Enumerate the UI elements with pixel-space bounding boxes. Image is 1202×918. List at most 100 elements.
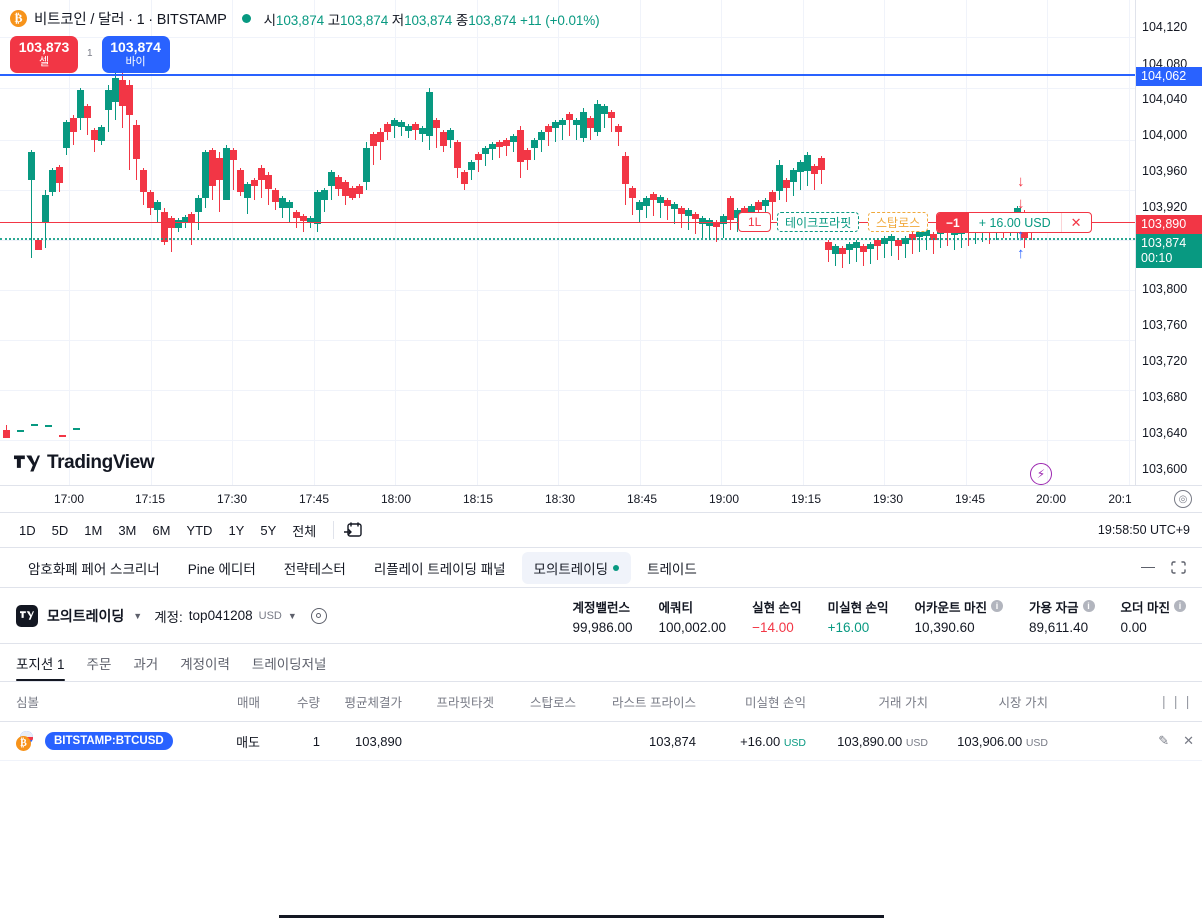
- stop-loss-chip[interactable]: 스탑로스: [868, 212, 929, 232]
- goto-date-icon[interactable]: [344, 522, 362, 538]
- range-toolbar[interactable]: 1D 5D 1M 3M 6M YTD 1Y 5Y 전체 19:58:50 UTC+9: [0, 512, 1202, 547]
- panel-tab-0[interactable]: 암호화폐 페어 스크리너: [16, 552, 172, 584]
- position-widget[interactable]: −1 + 16.00 USD ✕: [936, 212, 1092, 233]
- price-tick: 103,720: [1142, 354, 1188, 368]
- clock-timezone[interactable]: 19:58:50 UTC+9: [1097, 523, 1190, 537]
- minimize-icon[interactable]: [1141, 566, 1155, 569]
- panel-tab-4[interactable]: 모의트레이딩: [521, 551, 632, 584]
- panel-tab-3[interactable]: 리플레이 트레이딩 패널: [362, 552, 518, 584]
- panel-tab-1[interactable]: Pine 에디터: [176, 552, 268, 584]
- position-qty-chip[interactable]: 1L: [738, 212, 772, 232]
- candle-body: [31, 424, 38, 426]
- buy-button[interactable]: 103,874 바이: [101, 36, 170, 73]
- sell-buy-group[interactable]: 103,873 셀 1 103,874 바이: [10, 36, 170, 73]
- panel-tab-2[interactable]: 전략테스터: [272, 552, 358, 584]
- candle-body: [70, 118, 77, 132]
- candle-body: [251, 180, 258, 186]
- range-item-5y[interactable]: 5Y: [260, 522, 277, 538]
- cell-actions[interactable]: ✎ ✕: [1056, 721, 1202, 761]
- info-icon[interactable]: i: [1082, 600, 1095, 612]
- close-icon[interactable]: ✕: [1183, 733, 1194, 748]
- window-controls[interactable]: [1141, 561, 1186, 574]
- chart-region[interactable]: ₿ 비트코인 / 달러 · 1 · BITSTAMP 시103,874 고103…: [0, 0, 1202, 512]
- edit-icon[interactable]: ✎: [1158, 733, 1170, 748]
- cell-profit-target[interactable]: [410, 721, 502, 761]
- candle-body: [56, 167, 63, 183]
- range-items[interactable]: 1D 5D 1M 3M 6M YTD 1Y 5Y 전체: [12, 518, 323, 543]
- chevron-down-icon[interactable]: ▼: [133, 610, 143, 621]
- panel-tab-label: 모의트레이딩: [533, 561, 609, 577]
- sell-button[interactable]: 103,873 셀: [10, 36, 78, 73]
- account-selector[interactable]: 계정: top041208 USD ▼: [154, 606, 297, 626]
- cell-symbol[interactable]: ₿ BITSTAMP:BTCUSD: [0, 721, 196, 761]
- candle-body: [272, 190, 279, 202]
- take-profit-chip[interactable]: 테이크프라핏: [777, 212, 860, 232]
- range-item-전체[interactable]: 전체: [292, 523, 317, 539]
- candle-wick: [129, 80, 130, 170]
- subtab-1[interactable]: 주문: [86, 656, 112, 672]
- candle-wick: [842, 246, 843, 268]
- column-settings-icon[interactable]: ❘❘❘: [1158, 693, 1194, 709]
- range-item-1m[interactable]: 1M: [84, 522, 103, 538]
- candle-body: [391, 120, 398, 126]
- panel-tabs[interactable]: 암호화폐 페어 스크리너 Pine 에디터 전략테스터 리플레이 트레이딩 패널 모의트…: [0, 548, 1202, 588]
- candle-wick: [87, 104, 88, 135]
- candle-wick: [415, 122, 416, 140]
- candle-body: [175, 220, 182, 228]
- range-item-6m[interactable]: 6M: [152, 522, 171, 538]
- candle-body: [182, 217, 189, 223]
- table-row[interactable]: ₿ BITSTAMP:BTCUSD 매도 1 103,890 103,874 +16.00 …: [0, 721, 1202, 761]
- bottom-scroll-indicator: [0, 914, 1202, 918]
- broker-selector[interactable]: 모의트레이딩 ▼: [16, 604, 143, 627]
- lightning-icon[interactable]: ⚡: [1030, 463, 1052, 485]
- candle-wick: [863, 244, 864, 266]
- candle-wick: [870, 242, 871, 264]
- candle-body: [133, 125, 140, 159]
- candle-wick: [569, 112, 570, 136]
- candle-body: [545, 126, 552, 132]
- buy-arrow-up-icon: ↑: [1017, 227, 1025, 244]
- subtab-4[interactable]: 트레이딩저널: [251, 656, 327, 672]
- price-axis[interactable]: 104,120 104,080 104,040 104,000 103,960 103,9…: [1135, 0, 1202, 485]
- candle-body: [755, 202, 762, 210]
- panel-tab-5[interactable]: 트레이드: [635, 552, 709, 584]
- range-item-3m[interactable]: 3M: [118, 522, 137, 538]
- symbol-badge[interactable]: BITSTAMP:BTCUSD: [45, 732, 173, 750]
- range-item-5d[interactable]: 5D: [51, 522, 69, 538]
- time-settings-icon[interactable]: ◎: [1174, 490, 1192, 508]
- close-position-icon[interactable]: ✕: [1060, 213, 1091, 232]
- range-item-ytd[interactable]: YTD: [186, 522, 213, 538]
- maximize-icon[interactable]: [1171, 561, 1186, 574]
- panel-subtabs[interactable]: 포지션 1 주문 과거 계정이력 트레이딩저널: [0, 644, 1202, 682]
- subtab-0[interactable]: 포지션 1: [16, 644, 65, 681]
- candle-wick: [709, 218, 710, 240]
- candle-wick: [632, 186, 633, 215]
- cell-stop-loss[interactable]: [502, 721, 584, 761]
- symbol-title[interactable]: 비트코인 / 달러 · 1 · BITSTAMP: [34, 12, 227, 28]
- candle-body: [825, 242, 832, 250]
- candle-body: [140, 170, 147, 192]
- gear-icon[interactable]: [310, 607, 327, 624]
- time-tick: 20:1: [1108, 492, 1132, 506]
- subtab-2[interactable]: 과거: [133, 656, 159, 672]
- info-icon[interactable]: i: [991, 600, 1004, 612]
- subtab-3[interactable]: 계정이력: [180, 656, 230, 672]
- candle-body: [804, 155, 811, 171]
- range-item-1d[interactable]: 1D: [19, 522, 36, 538]
- chart-plot[interactable]: [0, 0, 1135, 485]
- chevron-down-icon-account[interactable]: ▼: [287, 610, 297, 621]
- grid-line-v: [477, 0, 478, 485]
- time-tick: 18:30: [544, 492, 576, 506]
- candle-wick: [492, 142, 493, 160]
- candle-wick: [919, 230, 920, 252]
- stat-label: 가용 자금: [1029, 600, 1079, 615]
- cell-qty: 1: [268, 721, 328, 761]
- time-axis[interactable]: ◎ 17:00 17:15 17:30 17:45 18:00 18:15 18:30 18:…: [0, 485, 1202, 512]
- candle-body: [909, 234, 916, 240]
- candle-wick: [478, 152, 479, 172]
- candle-wick: [157, 200, 158, 222]
- candle-body: [615, 126, 622, 132]
- candle-wick: [821, 156, 822, 184]
- range-item-1y[interactable]: 1Y: [228, 522, 245, 538]
- info-icon[interactable]: i: [1174, 600, 1186, 612]
